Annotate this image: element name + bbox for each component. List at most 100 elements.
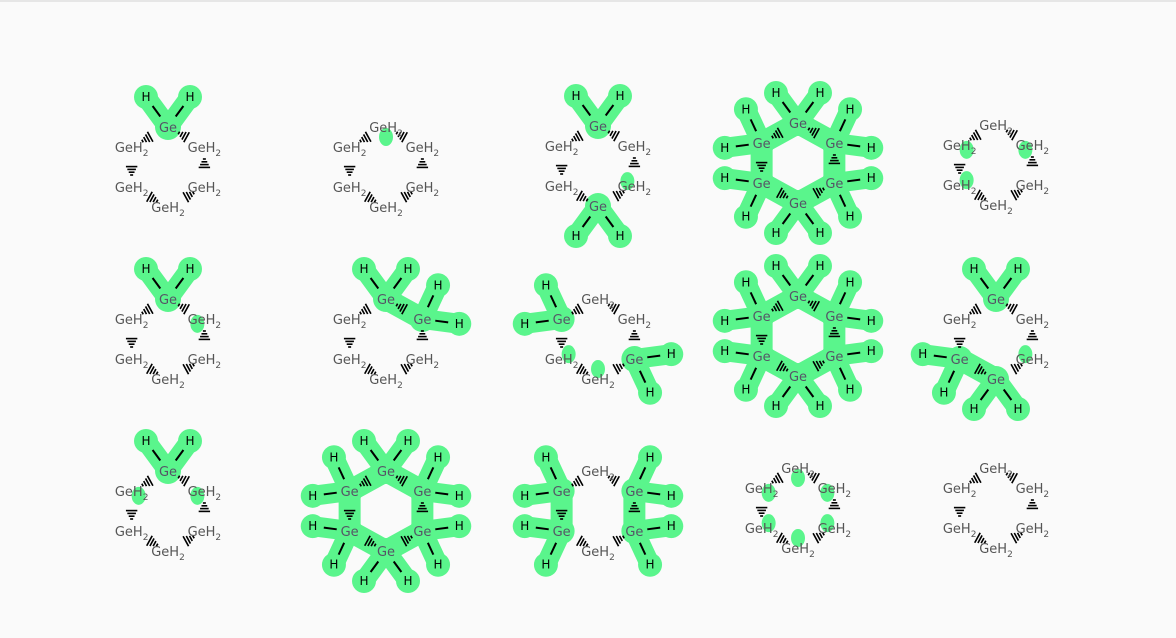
label-layer: Ge H H Ge H H Ge H H Ge H H Ge H H Ge H H [308, 434, 464, 588]
h-atom-highlight [608, 224, 632, 248]
hashed-bond [343, 337, 356, 348]
h-atom-label: H [359, 574, 368, 588]
hashed-bond [974, 363, 987, 375]
h-atom-label: H [185, 90, 194, 104]
partial-highlight [820, 514, 835, 533]
geh2-label: GeH2 [818, 522, 852, 540]
h-atom-label: H [939, 386, 948, 400]
h-atom-highlight [638, 445, 663, 470]
ge-h-bond [847, 143, 861, 148]
h-atom-label: H [720, 141, 729, 155]
geh2-label: GeH2 [943, 482, 977, 500]
ge-atom-highlight [373, 286, 399, 312]
h-atom-label: H [520, 519, 529, 533]
partial-highlight [761, 483, 776, 502]
h-atom-label: H [646, 386, 655, 400]
h-atom-highlight [352, 257, 376, 281]
h-atom-label: H [741, 210, 750, 224]
ge-h-bond [838, 291, 847, 305]
ge-h-bond [838, 118, 847, 132]
ge-atom-label: Ge [987, 373, 1005, 388]
molecule-m10: Ge H H GeH2 GeH2 Ge H H Ge H H GeH2 [910, 257, 1049, 421]
h-atom-highlight [764, 81, 788, 105]
hashed-bond [395, 475, 408, 487]
ge-h-bond [549, 542, 558, 556]
ge-atom-highlight [983, 286, 1009, 312]
ge-atom-highlight [785, 283, 811, 309]
h-atom-label: H [185, 434, 194, 448]
hashed-bond [807, 300, 820, 312]
h-atom-label: H [141, 262, 150, 276]
h-atom-label: H [434, 450, 443, 464]
h-atom-label: H [1013, 262, 1022, 276]
ge-atom-highlight [585, 193, 611, 219]
molecule-m12: Ge H H Ge H H Ge H H Ge H H Ge H H Ge H H [300, 429, 472, 593]
geh2-label: GeH2 [979, 199, 1013, 217]
bond-layer [933, 277, 1039, 401]
hashed-bond [571, 130, 584, 142]
ge-h-bond [735, 351, 749, 356]
h-atom-highlight [512, 311, 537, 336]
ge-h-bond [369, 560, 380, 573]
h-atom-highlight [859, 339, 884, 364]
label-layer: Ge H H GeH2 GeH2 Ge H H GeH2 GeH2 [545, 89, 651, 243]
ge-atom-highlight [155, 286, 181, 312]
bond-layer [323, 449, 449, 573]
h-atom-label: H [455, 519, 464, 533]
hashed-bond [953, 506, 966, 517]
ge-atom-label: Ge [553, 485, 571, 500]
h-atom-highlight [962, 257, 986, 281]
partial-highlight [591, 360, 605, 378]
geh2-label: GeH2 [188, 313, 222, 331]
ge-atom-label: Ge [377, 465, 395, 480]
ge-h-bond [804, 385, 815, 398]
bond-layer [125, 277, 211, 375]
ge-h-bond [369, 449, 380, 462]
h-atom-highlight [533, 445, 558, 470]
hashed-bond [1026, 499, 1039, 510]
partial-highlight [761, 514, 776, 533]
hashed-bond [953, 163, 966, 174]
geh2-label: GeH2 [333, 141, 367, 159]
h-atom-label: H [720, 171, 729, 185]
geh2-label: GeH2 [333, 181, 367, 199]
ge-h-bond [323, 491, 337, 496]
hashed-bond [555, 509, 568, 520]
hashed-bond [177, 131, 190, 143]
ge-atom-label: Ge [413, 485, 431, 500]
hashed-bond [771, 300, 784, 312]
ge-atom-highlight [409, 478, 436, 504]
ge-h-bond [151, 449, 162, 462]
bond-layer [535, 466, 661, 556]
ge-atom-label: Ge [825, 137, 843, 152]
h-atom-label: H [815, 259, 824, 273]
geh2-label: GeH2 [943, 522, 977, 540]
ge-atom-label: Ge [825, 177, 843, 192]
geh2-label: GeH2 [618, 140, 652, 158]
ge-h-bond [647, 526, 661, 531]
geh2-label: GeH2 [369, 373, 403, 391]
h-atom-label: H [771, 226, 780, 240]
h-atom-highlight [396, 257, 420, 281]
h-atom-highlight [712, 308, 737, 333]
h-atom-label: H [329, 450, 338, 464]
ge-h-bond [435, 526, 449, 531]
hashed-bond [416, 158, 429, 169]
hashed-bond [125, 337, 138, 348]
molecule-m13: GeH2 Ge H H Ge H H GeH2 Ge H H Ge H H [512, 445, 684, 577]
hashed-bond [969, 303, 982, 315]
hashed-bond [755, 161, 768, 172]
ge-h-bond [804, 212, 815, 225]
ge-atom-label: Ge [789, 197, 807, 212]
h-atom-label: H [918, 347, 927, 361]
h-atom-highlight [134, 85, 158, 109]
h-atom-highlight [178, 85, 202, 109]
hashed-bond [141, 131, 154, 143]
hashed-bond [974, 532, 987, 544]
hashed-bond [182, 191, 195, 203]
